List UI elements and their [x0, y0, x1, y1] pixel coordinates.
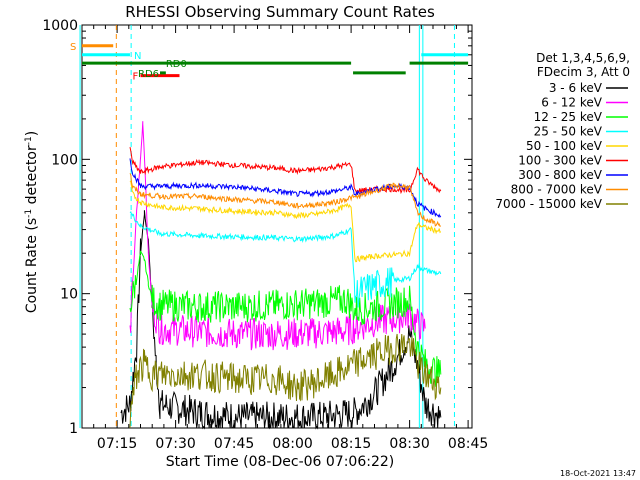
series-lines [120, 121, 442, 430]
flag-label-f: F [133, 72, 139, 83]
y-tick-label: 1 [69, 421, 78, 437]
x-tick-label: 08:30 [389, 436, 429, 452]
legend-entry-label: 3 - 6 keV [549, 81, 603, 95]
legend-header: FDecim 3, Att 0 [537, 65, 630, 79]
status-flags: S NF RD0 RD6 [70, 42, 469, 83]
legend-entry-label: 50 - 100 keV [526, 139, 603, 153]
series-line-0 [120, 210, 442, 430]
y-axis-ticks: 1 10 100 1000 [42, 18, 472, 437]
series-line-8 [129, 333, 442, 429]
legend-entry-label: 300 - 800 keV [518, 168, 602, 182]
legend-entry-label: 800 - 7000 keV [511, 183, 603, 197]
plot-frame [81, 24, 473, 429]
legend-entry-label: 12 - 25 keV [534, 110, 603, 124]
x-tick-label: 08:45 [448, 436, 488, 452]
series-line-1 [129, 121, 426, 351]
series-line-4 [129, 180, 442, 263]
flag-label-s: S [70, 42, 76, 53]
legend: Det 1,3,4,5,6,9,FDecim 3, Att 0 3 - 6 keV… [495, 51, 630, 211]
chart-title: RHESSI Observing Summary Count Rates [125, 3, 435, 21]
footer-date: 18-Oct-2021 13:47 [560, 469, 636, 478]
x-axis-ticks: 07:15 07:30 07:45 08:00 08:15 08:30 08:45 [81, 25, 488, 452]
legend-entry-label: 6 - 12 keV [541, 96, 603, 110]
series-line-5 [129, 146, 442, 196]
series-line-3 [129, 211, 442, 308]
flag-label-rd6: RD6 [138, 69, 159, 80]
x-tick-label: 07:15 [97, 436, 137, 452]
legend-entry-label: 100 - 300 keV [518, 154, 602, 168]
legend-entry-label: 7000 - 15000 keV [495, 197, 602, 211]
y-tick-label: 10 [60, 287, 78, 303]
x-tick-label: 08:15 [331, 436, 371, 452]
x-tick-label: 07:45 [214, 436, 254, 452]
legend-entry-label: 25 - 50 keV [534, 125, 603, 139]
legend-header: Det 1,3,4,5,6,9, [536, 51, 630, 65]
y-tick-label: 1000 [42, 18, 78, 34]
x-axis-label: Start Time (08-Dec-06 07:06:22) [166, 454, 394, 470]
x-tick-label: 08:00 [272, 436, 312, 452]
y-axis-label: Count Rate (s-1 detector-1) [24, 131, 40, 313]
series-line-2 [129, 250, 442, 387]
flag-label-rd0: RD0 [166, 59, 187, 70]
series-line-6 [129, 158, 442, 218]
flag-label-n: N [134, 51, 141, 62]
x-tick-label: 07:30 [155, 436, 195, 452]
y-tick-label: 100 [51, 152, 78, 168]
series-line-7 [129, 173, 442, 228]
